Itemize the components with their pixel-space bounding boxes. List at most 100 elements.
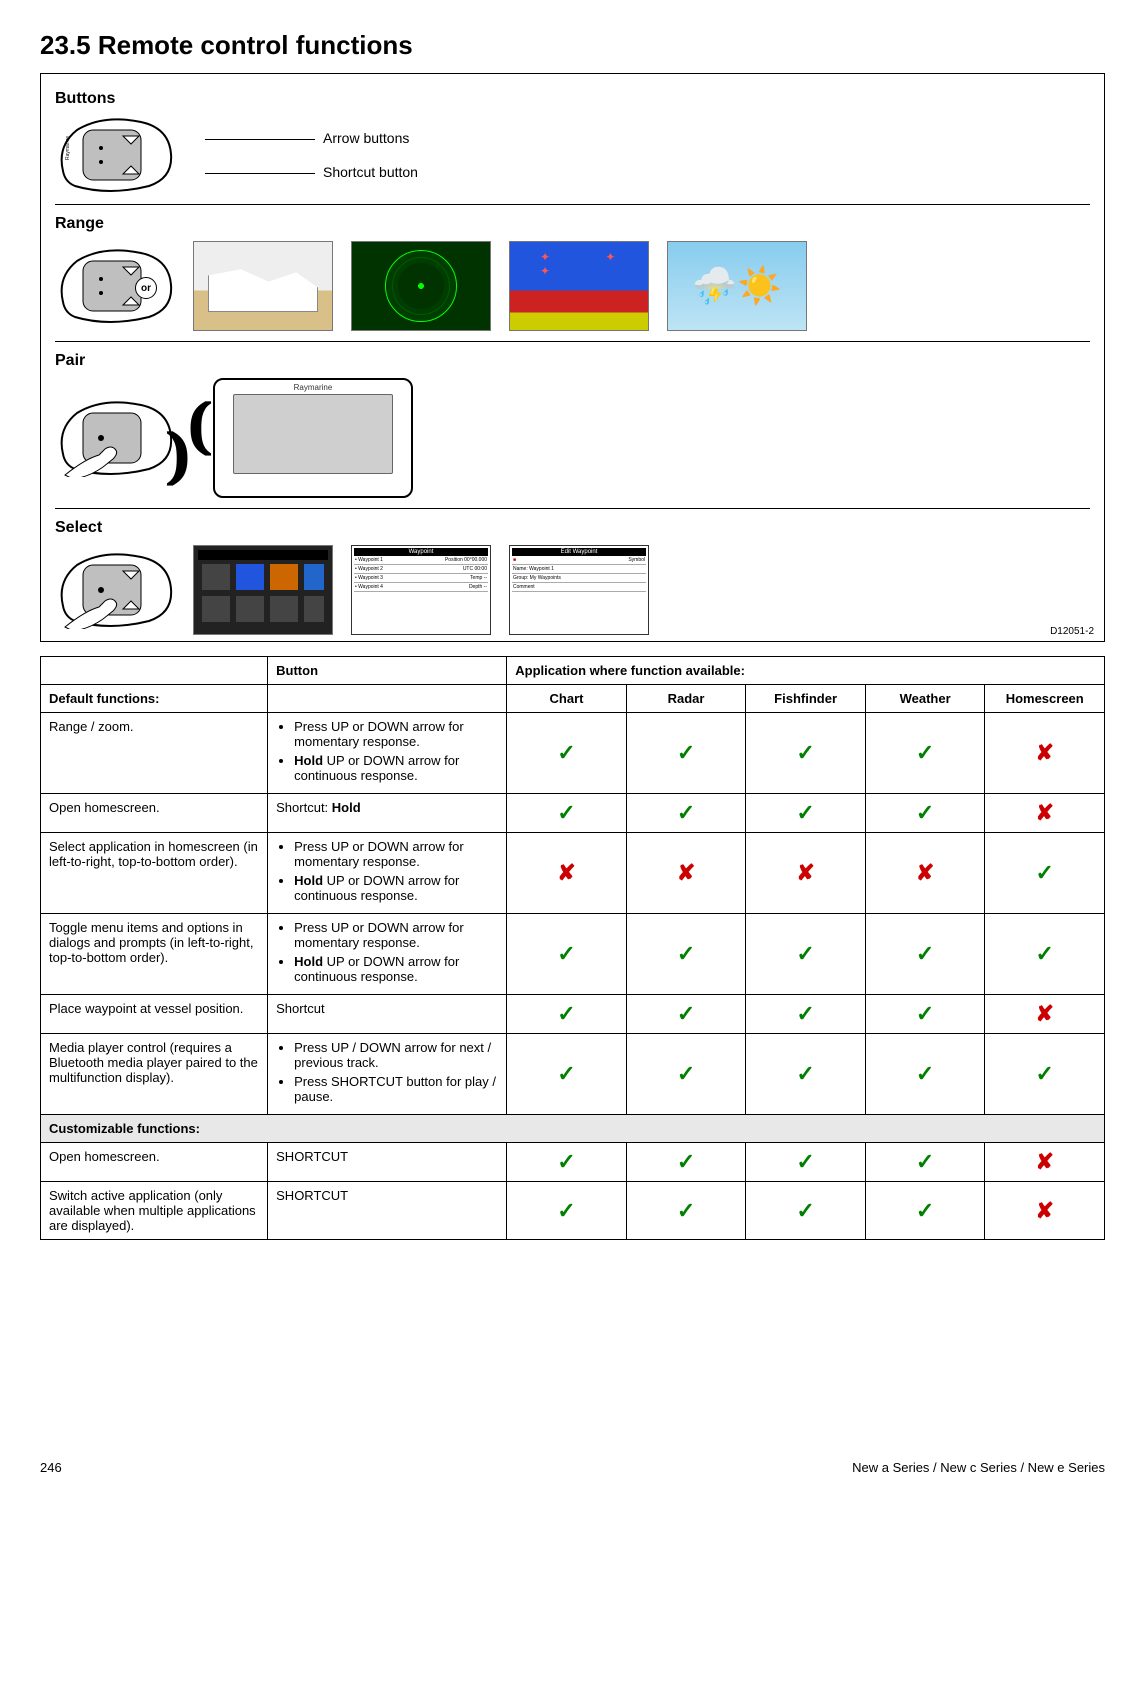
function-cell: Media player control (requires a Bluetoo… [41, 1034, 268, 1115]
pair-row: ( ( ( ( ( ( ( ( ( ( ( ( [55, 378, 1090, 498]
availability-mark: ✘ [985, 794, 1105, 833]
availability-mark: ✘ [985, 1143, 1105, 1182]
remote-illustration-range: or [55, 247, 175, 325]
buttons-row: Raymarine Arrow buttons Shortcut button [55, 116, 1090, 194]
availability-mark: ✓ [865, 914, 985, 995]
select-tile-homescreen [193, 545, 333, 635]
select-tile-waypoint-dialog: Waypoint • Waypoint 1Position 00°00.000 … [351, 545, 491, 635]
range-row: or ⛈️☀️ [55, 241, 1090, 331]
table-row: Switch active application (only availabl… [41, 1182, 1105, 1240]
button-cell: Press UP or DOWN arrow for momentary res… [268, 833, 507, 914]
th-homescreen: Homescreen [985, 685, 1105, 713]
availability-mark: ✘ [985, 995, 1105, 1034]
arrow-buttons-callout: Arrow buttons [205, 130, 418, 146]
page-heading: 23.5 Remote control functions [40, 30, 1105, 61]
section-buttons-label: Buttons [55, 90, 1090, 108]
table-row: Place waypoint at vessel position.Shortc… [41, 995, 1105, 1034]
function-cell: Select application in homescreen (in lef… [41, 833, 268, 914]
button-cell: Shortcut [268, 995, 507, 1034]
section-select-label: Select [55, 519, 1090, 537]
diagram-container: Buttons Raymarine Arrow buttons Shortcut… [40, 73, 1105, 642]
availability-mark: ✓ [865, 995, 985, 1034]
function-cell: Open homescreen. [41, 794, 268, 833]
range-tile-chart [193, 241, 333, 331]
select-row: Waypoint • Waypoint 1Position 00°00.000 … [55, 545, 1090, 635]
table-row: Range / zoom.Press UP or DOWN arrow for … [41, 713, 1105, 794]
th-weather: Weather [865, 685, 985, 713]
availability-mark: ✓ [626, 995, 746, 1034]
availability-mark: ✓ [985, 1034, 1105, 1115]
availability-mark: ✓ [507, 713, 627, 794]
th-radar: Radar [626, 685, 746, 713]
remote-illustration-pair [55, 399, 175, 477]
availability-mark: ✓ [626, 713, 746, 794]
shortcut-button-callout: Shortcut button [205, 164, 418, 180]
button-cell: SHORTCUT [268, 1143, 507, 1182]
availability-mark: ✓ [865, 1182, 985, 1240]
availability-mark: ✓ [746, 1182, 866, 1240]
th-default: Default functions: [41, 685, 268, 713]
availability-mark: ✓ [507, 1182, 627, 1240]
availability-mark: ✓ [507, 1034, 627, 1115]
th-application: Application where function available: [507, 657, 1105, 685]
section-pair-label: Pair [55, 352, 1090, 370]
tbody-custom: Open homescreen.SHORTCUT✓✓✓✓✘Switch acti… [41, 1143, 1105, 1240]
th-blank [41, 657, 268, 685]
availability-mark: ✓ [985, 833, 1105, 914]
availability-mark: ✓ [746, 914, 866, 995]
custom-functions-header-row: Customizable functions: [41, 1115, 1105, 1143]
button-cell: Press UP or DOWN arrow for momentary res… [268, 713, 507, 794]
function-cell: Switch active application (only availabl… [41, 1182, 268, 1240]
availability-mark: ✘ [626, 833, 746, 914]
availability-mark: ✓ [746, 995, 866, 1034]
signal-waves-icon: ( ( ( ( ( ( ( ( ( ( ( ( [193, 408, 195, 468]
table-row: Toggle menu items and options in dialogs… [41, 914, 1105, 995]
remote-illustration-buttons: Raymarine [55, 116, 175, 194]
availability-mark: ✓ [865, 1034, 985, 1115]
availability-mark: ✓ [746, 1034, 866, 1115]
button-cell: SHORTCUT [268, 1182, 507, 1240]
table-row: Open homescreen.SHORTCUT✓✓✓✓✘ [41, 1143, 1105, 1182]
availability-mark: ✓ [507, 794, 627, 833]
availability-mark: ✓ [626, 1034, 746, 1115]
availability-mark: ✘ [746, 833, 866, 914]
availability-mark: ✓ [746, 794, 866, 833]
tbody-default: Range / zoom.Press UP or DOWN arrow for … [41, 713, 1105, 1115]
availability-mark: ✘ [985, 1182, 1105, 1240]
availability-mark: ✘ [507, 833, 627, 914]
availability-mark: ✓ [985, 914, 1105, 995]
button-cell: Press UP / DOWN arrow for next / previou… [268, 1034, 507, 1115]
availability-mark: ✘ [865, 833, 985, 914]
range-tile-radar [351, 241, 491, 331]
availability-mark: ✓ [507, 995, 627, 1034]
table-row: Media player control (requires a Bluetoo… [41, 1034, 1105, 1115]
availability-mark: ✓ [746, 1143, 866, 1182]
custom-functions-label: Customizable functions: [41, 1115, 1105, 1143]
functions-table: Button Application where function availa… [40, 656, 1105, 1240]
function-cell: Open homescreen. [41, 1143, 268, 1182]
availability-mark: ✓ [746, 713, 866, 794]
availability-mark: ✘ [985, 713, 1105, 794]
page-footer: 246 New a Series / New c Series / New e … [40, 1460, 1105, 1475]
th-chart: Chart [507, 685, 627, 713]
th-button-blank [268, 685, 507, 713]
availability-mark: ✓ [626, 914, 746, 995]
remote-illustration-select [55, 551, 175, 629]
svg-text:Raymarine: Raymarine [65, 136, 71, 160]
availability-mark: ✓ [865, 794, 985, 833]
range-tile-fishfinder [509, 241, 649, 331]
function-cell: Toggle menu items and options in dialogs… [41, 914, 268, 995]
th-fishfinder: Fishfinder [746, 685, 866, 713]
availability-mark: ✓ [626, 794, 746, 833]
th-button: Button [268, 657, 507, 685]
availability-mark: ✓ [626, 1143, 746, 1182]
select-tile-edit-dialog: Edit Waypoint ■Symbol Name: Waypoint 1 G… [509, 545, 649, 635]
doc-title: New a Series / New c Series / New e Seri… [852, 1460, 1105, 1475]
button-cell: Shortcut: Hold [268, 794, 507, 833]
page-number: 246 [40, 1460, 62, 1475]
function-cell: Range / zoom. [41, 713, 268, 794]
availability-mark: ✓ [507, 1143, 627, 1182]
availability-mark: ✓ [865, 1143, 985, 1182]
button-cell: Press UP or DOWN arrow for momentary res… [268, 914, 507, 995]
table-row: Select application in homescreen (in lef… [41, 833, 1105, 914]
